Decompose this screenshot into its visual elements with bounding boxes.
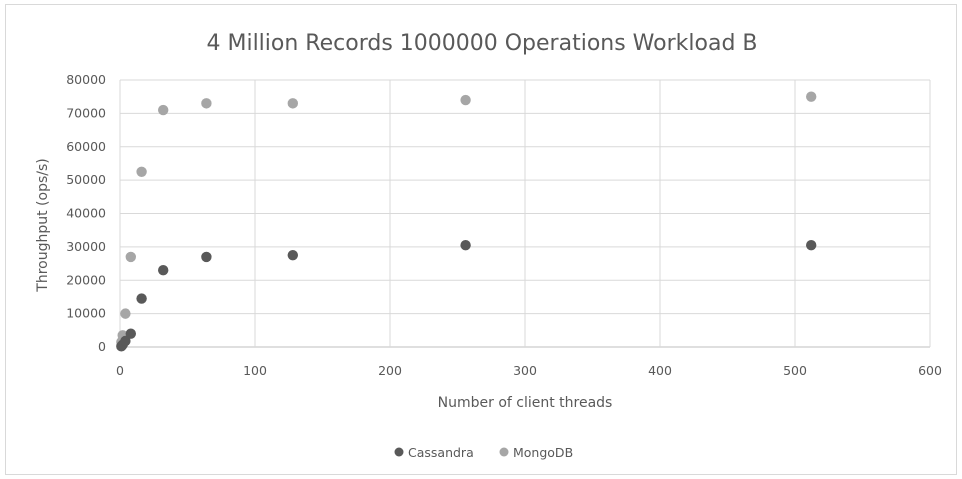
x-tick-label: 400 <box>648 363 672 378</box>
y-tick-label: 30000 <box>66 239 106 254</box>
y-tick-label: 70000 <box>66 105 106 120</box>
cassandra-point <box>201 251 212 263</box>
mongodb-point <box>136 166 147 177</box>
cassandra-point <box>125 328 136 339</box>
y-tick-label: 40000 <box>66 206 106 221</box>
y-tick-label: 10000 <box>66 306 106 321</box>
y-tick-label: 60000 <box>66 139 106 154</box>
cassandra-point <box>287 250 298 261</box>
x-tick-label: 500 <box>783 363 807 378</box>
mongodb-legend-label: MongoDB <box>513 445 573 460</box>
chart-frame <box>5 4 957 475</box>
mongodb-point <box>158 104 169 116</box>
x-axis-title: Number of client threads <box>438 395 613 411</box>
data-points <box>116 91 817 352</box>
y-tick-label: 50000 <box>66 172 106 187</box>
x-tick-label: 300 <box>513 363 537 378</box>
x-tick-label: 100 <box>243 363 267 378</box>
mongodb-point <box>806 91 817 102</box>
y-tick-label: 0 <box>98 339 106 354</box>
y-axis-ticks: 0 10000 20000 30000 40000 50000 60000 70000 8000… <box>66 72 106 354</box>
x-tick-label: 200 <box>378 363 402 378</box>
cassandra-point <box>136 293 147 304</box>
mongodb-legend-marker <box>499 447 509 457</box>
cassandra-point <box>158 265 169 276</box>
mongodb-point <box>201 98 212 109</box>
mongodb-point <box>460 94 471 106</box>
y-tick-label: 20000 <box>66 272 106 287</box>
y-axis-title: Throughput (ops/s) <box>35 158 51 292</box>
grid <box>119 79 931 348</box>
cassandra-point <box>460 240 471 251</box>
x-tick-label: 600 <box>918 363 942 378</box>
y-tick-label: 80000 <box>66 72 106 87</box>
cassandra-point <box>806 240 817 251</box>
mongodb-point <box>287 98 298 109</box>
legend: Cassandra MongoDB <box>394 445 573 460</box>
mongodb-point <box>120 308 131 319</box>
x-axis-ticks: 0 100 200 300 400 500 600 <box>116 363 942 378</box>
cassandra-legend-label: Cassandra <box>408 445 474 460</box>
cassandra-legend-marker <box>394 447 404 457</box>
mongodb-point <box>125 251 136 263</box>
chart-title: 4 Million Records 1000000 Operations Wor… <box>206 31 757 56</box>
cassandra-point <box>120 335 131 347</box>
x-tick-label: 0 <box>116 363 124 378</box>
